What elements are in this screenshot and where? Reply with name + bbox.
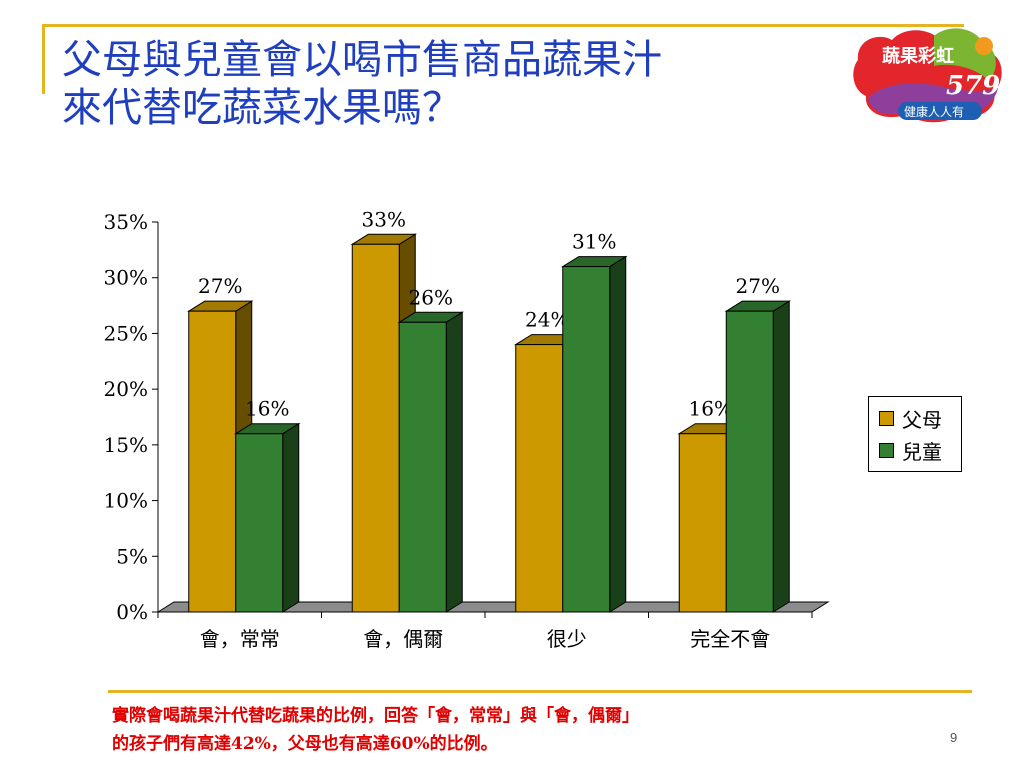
data-label: 27% — [736, 274, 780, 298]
bar-side — [445, 311, 463, 613]
data-label: 31% — [572, 230, 616, 254]
bar — [188, 310, 237, 613]
rainbow-579-logo: 蔬果彩虹 579 健康人人有 — [853, 28, 1002, 123]
slide-title-line-2: 來代替吃蔬菜水果嗎？ — [62, 85, 462, 131]
x-tick-label: 完全不會 — [690, 627, 770, 651]
y-tick-label: 15% — [104, 433, 148, 457]
slide-title-line-1: 父母與兒童會以喝市售商品蔬果汁 — [62, 37, 662, 83]
chart-legend: 父母 兒童 — [868, 396, 962, 472]
data-label: 26% — [409, 285, 453, 309]
logo-bottom-text: 健康人人有 — [904, 104, 964, 119]
logo-top-text: 蔬果彩虹 — [882, 45, 954, 67]
bar-side — [609, 255, 627, 613]
logo-number: 579 — [946, 71, 1000, 101]
bar — [725, 310, 774, 613]
y-tick-label: 5% — [116, 544, 148, 568]
bottom-accent-rule — [108, 690, 972, 693]
page-number: 9 — [950, 730, 958, 745]
legend-item-children: 兒童 — [879, 437, 942, 464]
bar — [515, 344, 564, 613]
data-label: 24% — [525, 308, 569, 332]
slide-note-line-1: 實際會喝蔬果汁代替吃蔬果的比例，回答「會，常常」與「會，偶爾」 — [112, 706, 639, 726]
bar-side — [772, 300, 790, 613]
x-tick-label: 很少 — [547, 627, 587, 651]
y-tick-label: 30% — [104, 266, 148, 290]
y-tick-label: 10% — [104, 489, 148, 513]
slide-title: 父母與兒童會以喝市售商品蔬果汁 來代替吃蔬菜水果嗎？ — [62, 36, 842, 132]
data-label: 27% — [198, 274, 242, 298]
slide-note-line-2: 的孩子們有高達42%，父母也有高達60%的比例。 — [112, 734, 498, 754]
x-tick-label: 會，偶爾 — [363, 627, 443, 651]
legend-swatch-parents — [879, 410, 894, 426]
bar — [562, 266, 611, 613]
top-accent-rule — [42, 24, 964, 27]
bar — [678, 433, 727, 613]
legend-swatch-children — [879, 442, 894, 458]
y-tick-label: 20% — [104, 377, 148, 401]
data-label: 16% — [689, 397, 733, 421]
x-tick-label: 會，常常 — [200, 627, 280, 651]
y-tick-label: 25% — [104, 321, 148, 345]
legend-item-parents: 父母 — [879, 405, 942, 432]
slide-note: 實際會喝蔬果汁代替吃蔬果的比例，回答「會，常常」與「會，偶爾」 的孩子們有高達4… — [112, 702, 912, 758]
bar — [351, 243, 400, 613]
data-label: 33% — [362, 207, 406, 231]
bar-side — [282, 422, 300, 613]
bar — [235, 433, 284, 613]
legend-label-parents: 父母 — [902, 407, 942, 432]
legend-label-children: 兒童 — [902, 439, 942, 464]
bar — [398, 321, 447, 613]
y-tick-label: 35% — [104, 210, 148, 234]
left-accent-rule — [42, 24, 45, 94]
y-tick-label: 0% — [116, 600, 148, 624]
data-label: 16% — [245, 397, 289, 421]
